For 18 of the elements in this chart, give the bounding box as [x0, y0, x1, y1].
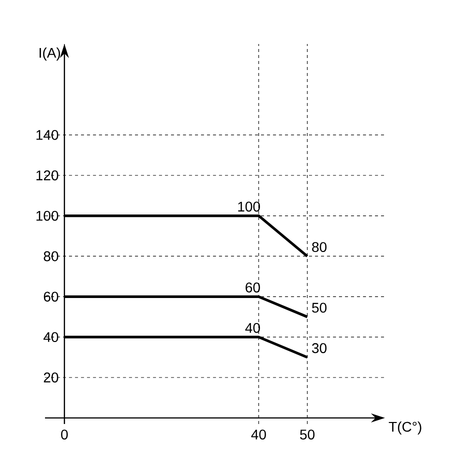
y-tick-label: 120	[36, 170, 58, 180]
y-tick-label: 140	[36, 130, 58, 140]
data-label: 80	[312, 242, 327, 252]
x-tick-label: 50	[300, 430, 315, 440]
data-label: 40	[245, 322, 260, 333]
y-axis-title: I(A)	[40, 48, 60, 61]
y-tick-label: 80	[44, 251, 58, 262]
data-label: 60	[246, 282, 260, 292]
y-tick-label: 40	[44, 332, 58, 342]
x-tick-label: 40	[251, 430, 266, 440]
x-tick-label: 0	[61, 430, 68, 440]
data-label: 50	[312, 302, 327, 313]
data-label: 100	[238, 202, 260, 212]
y-tick-label: 60	[44, 292, 58, 302]
y-tick-label: 100	[36, 210, 58, 221]
x-axis-title: T(C°)	[388, 421, 422, 435]
y-tick-label: 20	[44, 372, 58, 382]
data-label: 30	[312, 343, 327, 354]
